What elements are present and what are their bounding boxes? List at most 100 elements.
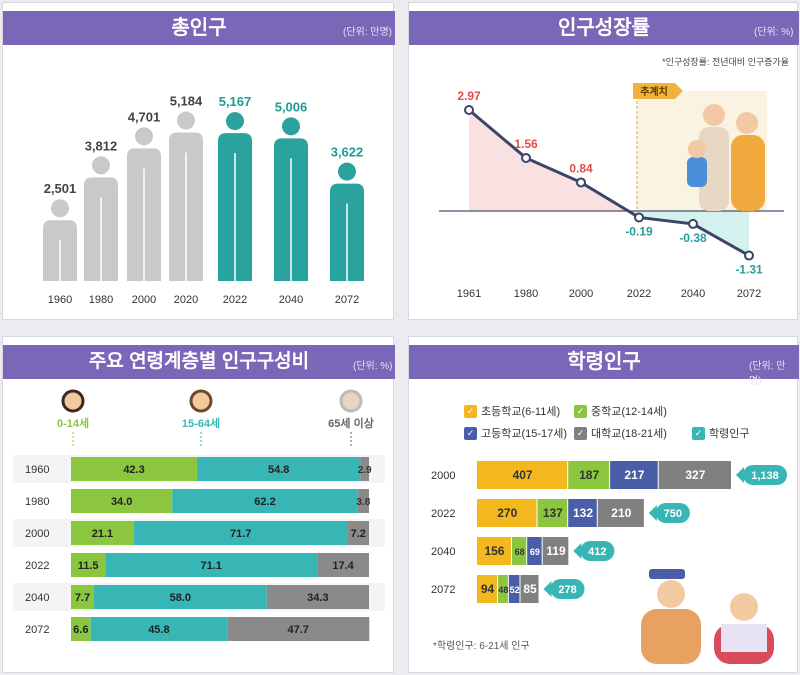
total-badge [655,503,690,523]
stacked-segment [477,537,511,565]
stacked-segment [71,521,134,545]
segment-label: 137 [543,506,563,520]
segment-label: 34.0 [111,496,132,508]
value-label: 5,006 [275,99,308,114]
value-label: -0.38 [679,231,707,245]
mother-head [736,112,758,134]
x-tick-label: 1980 [89,294,113,306]
stacked-segment [357,489,369,513]
stacked-segment [197,457,361,481]
segment-label: 94 [481,582,495,596]
person-bar [330,162,364,281]
stacked-segment [597,499,644,527]
check-icon: ✓ [574,404,587,418]
value-label: 1.56 [514,137,538,151]
x-tick-label: 2022 [223,294,247,306]
value-label: -0.19 [625,224,653,238]
total-pointer [543,581,552,597]
stacked-segment [477,499,537,527]
y-tick-label: 2072 [25,624,49,636]
segment-label: 71.1 [200,560,221,572]
y-tick-label: 2022 [431,508,455,520]
x-tick-label: 1961 [457,288,481,300]
segment-label: 58.0 [170,592,191,604]
total-badge [580,541,615,561]
students-illustration [641,569,774,664]
school-age-chart: 2000 407 187 217 327 1,138 2022 270 137 132 210 750… [431,461,787,664]
segment-label: 17.4 [332,560,354,572]
segment-label: 217 [624,468,644,482]
data-point [744,250,754,261]
value-label: 0.84 [569,161,593,175]
segment-label: 327 [685,468,705,482]
value-label: 3,622 [331,145,364,160]
father-head [703,104,725,126]
total-pointer [648,505,657,521]
age-structure-panel: 주요 연령계층별 인구구성비 (단위: %) 0-14세 15-64세 65세 이상… [2,336,395,673]
stacked-segment [71,457,198,481]
person-head [135,127,153,146]
segment-label: 21.1 [92,528,113,540]
stacked-segment [227,617,370,641]
stacked-segment [658,461,731,489]
segment-label: 3.8 [356,497,370,508]
stacked-segment [477,461,568,489]
value-label: 5,184 [170,94,203,109]
stacked-segment [527,537,542,565]
legend-school-age-total: ✓ 학령인구 [692,425,749,441]
stacked-segment [610,461,658,489]
segment-label: 68 [515,547,525,557]
age-group-label: 65세 이상 [328,416,374,430]
family-illustration [687,104,765,211]
segment-label: 7.7 [75,592,90,604]
x-tick-label: 2040 [279,294,303,306]
age-structure-title: 주요 연령계층별 인구구성비 [3,345,395,379]
open-book-icon [721,624,767,652]
check-icon: ✓ [574,426,587,440]
person-bar [274,117,308,281]
person-head [177,111,195,130]
adult-icon [189,389,213,413]
value-label: -1.31 [735,263,763,277]
stacked-segment [93,585,267,609]
stacked-segment [477,575,498,603]
growth-rate-chart: 추계치 2.97 1961 1.56 1980 0.84 2000 -0.19 2022 -0.3… [439,83,784,300]
stacked-segment [498,575,508,603]
total-population-chart: 2,501 1960 3,812 1980 4,701 2000 5,184 2020 5,16… [43,94,364,306]
person-bar [169,111,203,281]
stacked-segment [90,617,228,641]
segment-label: 85 [523,582,537,596]
total-population-unit: (단위: 만명) [343,27,393,38]
value-label: 5,167 [219,94,252,109]
stacked-segment [71,585,94,609]
segment-label: 187 [579,468,599,482]
student2-head [730,593,758,621]
elder-icon [339,389,363,413]
stacked-segment [537,499,568,527]
school-age-note: *학령인구: 6-21세 인구 [433,641,530,652]
growth-rate-panel: 인구성장률 (단위: %) *인구성장률: 전년대비 인구증가율 추계치 2.97… [408,2,799,320]
x-tick-label: 2022 [627,288,651,300]
growth-rate-title: 인구성장률 [409,11,799,45]
stacked-segment [71,553,106,577]
check-icon: ✓ [692,426,705,440]
x-tick-label: 2000 [132,294,156,306]
stacked-segment [508,575,520,603]
check-icon: ✓ [464,404,477,418]
child-body [687,157,707,187]
stacked-segment [520,575,539,603]
segment-label: 210 [611,506,631,520]
legend-middle: ✓ 중학교(12-14세) [574,403,667,419]
total-label: 278 [558,584,576,596]
check-icon: ✓ [464,426,477,440]
child-head [688,140,706,158]
segment-label: 62.2 [254,496,275,508]
segment-label: 119 [546,544,566,558]
person-bar [127,127,161,281]
person-head [51,199,69,218]
segment-label: 2.9 [358,465,372,476]
x-tick-label: 2072 [737,288,761,300]
child-icon [61,389,85,413]
student-body [641,609,701,664]
mother-body [731,135,765,211]
